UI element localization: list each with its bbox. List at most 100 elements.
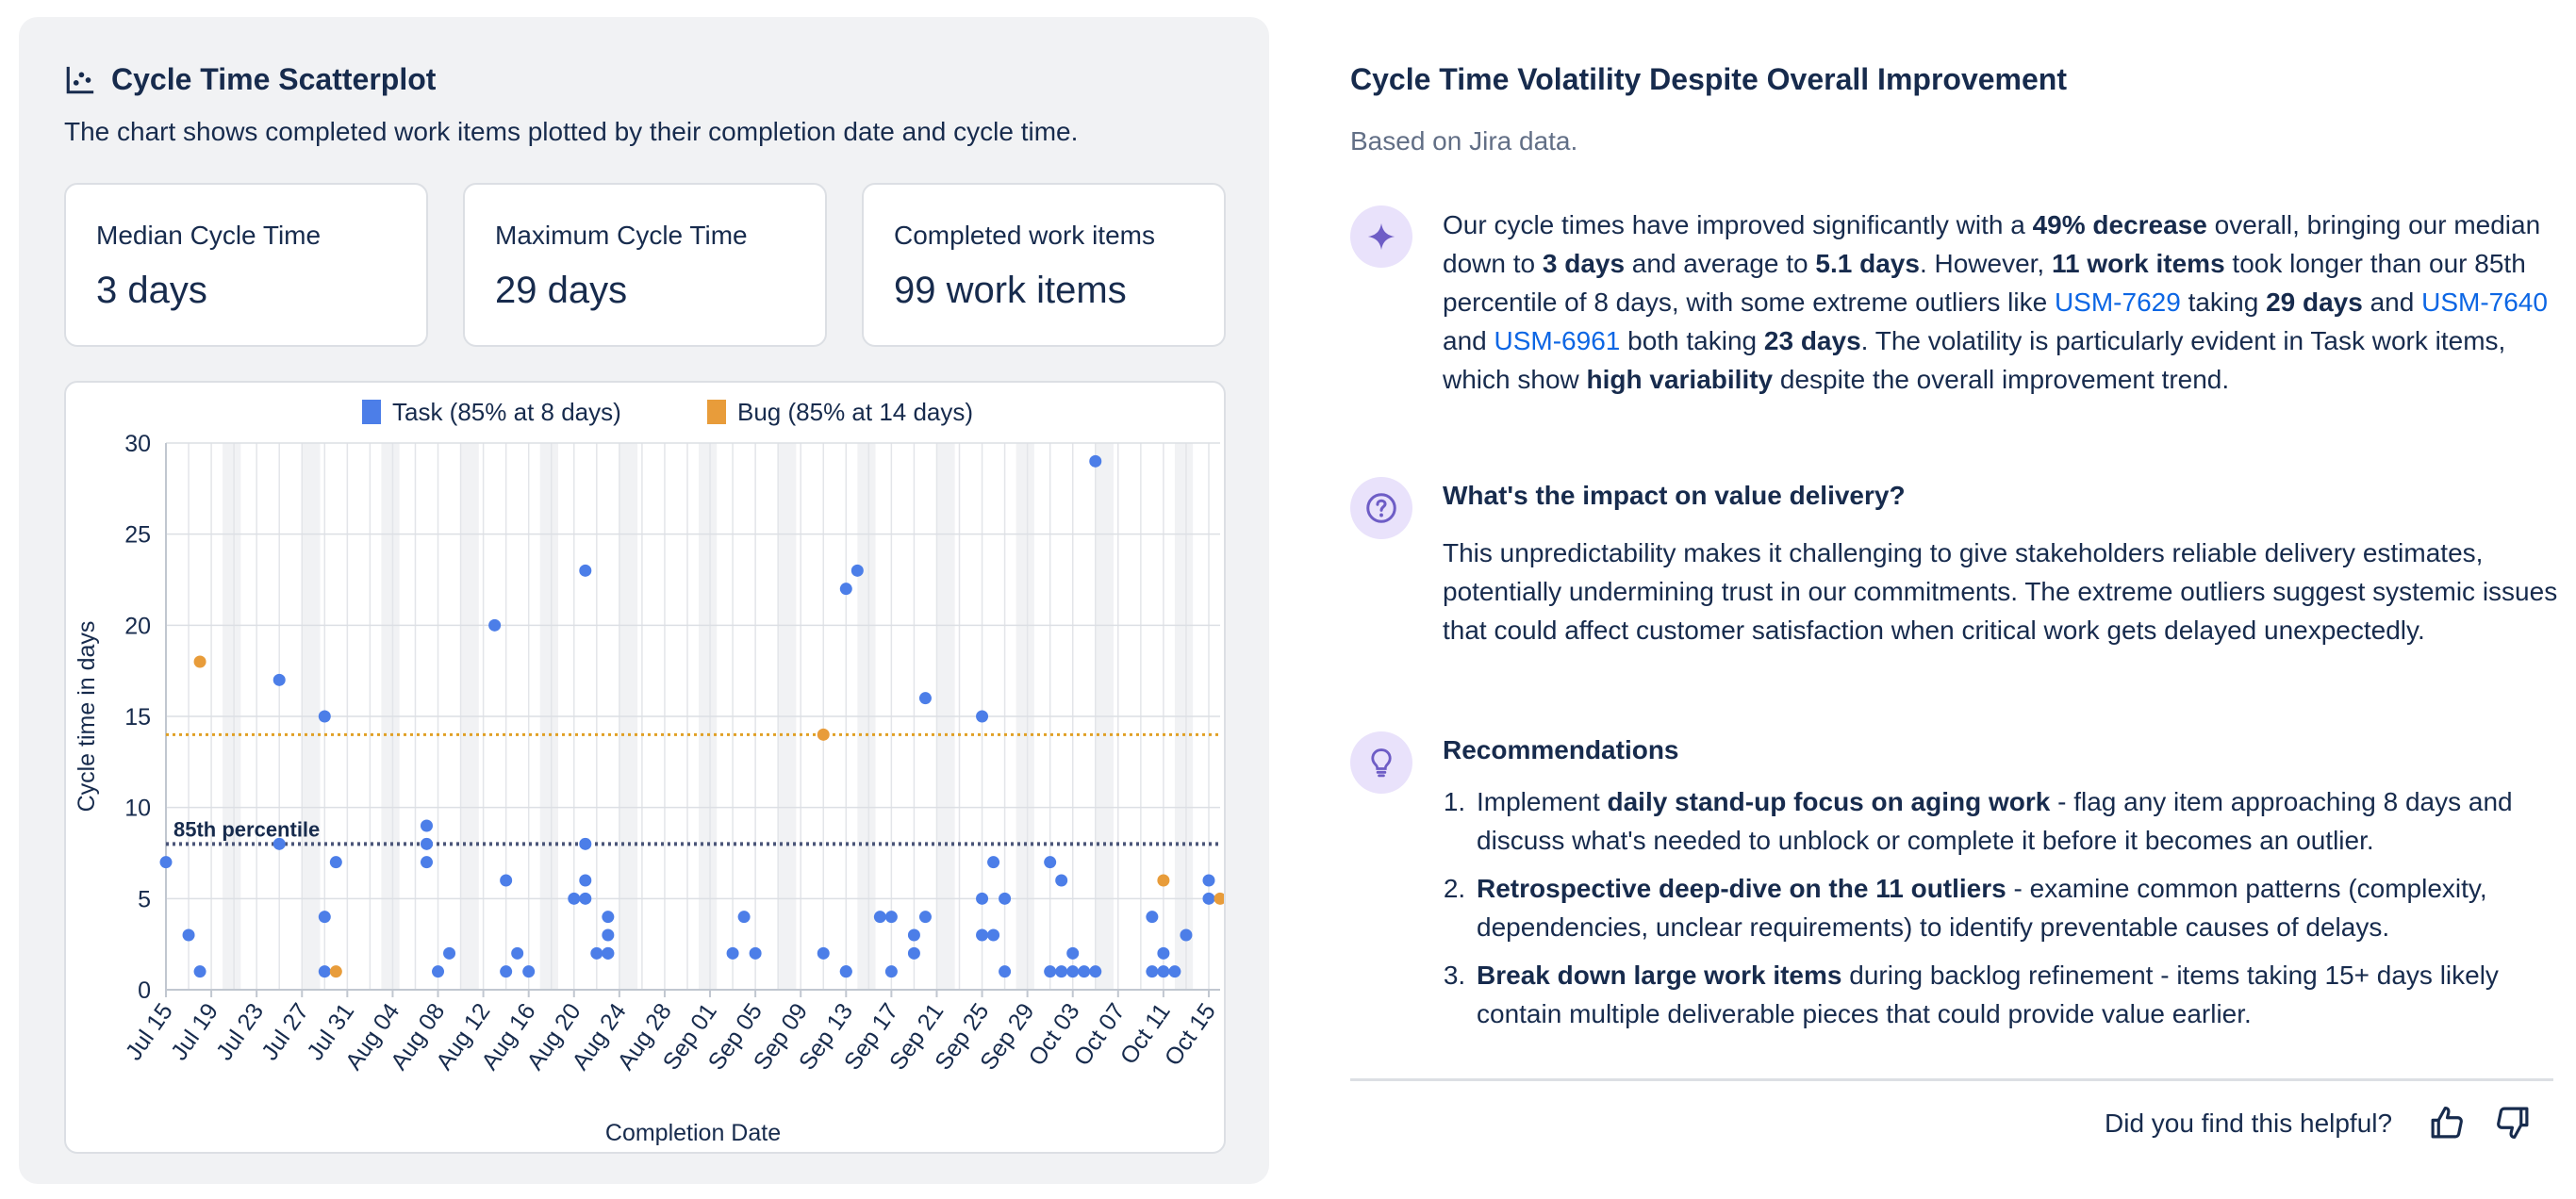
task-data-point xyxy=(749,946,762,960)
summary-text: . However, xyxy=(1919,249,2052,278)
task-data-point xyxy=(602,911,615,924)
completed-work-items-card: Completed work items 99 work items xyxy=(862,183,1226,347)
task-data-point xyxy=(432,965,445,978)
task-data-point xyxy=(488,618,502,632)
task-data-point xyxy=(884,965,898,978)
issue-link-usm-7629[interactable]: USM-7629 xyxy=(2054,287,2181,317)
y-tick-label: 15 xyxy=(124,704,151,731)
task-data-point xyxy=(1168,965,1181,978)
task-data-point xyxy=(999,965,1012,978)
rec-bold: daily stand-up focus on aging work xyxy=(1607,787,2051,816)
task-data-point xyxy=(1066,946,1080,960)
y-tick-label: 5 xyxy=(138,886,151,912)
legend-swatch xyxy=(707,400,726,424)
bug-data-point xyxy=(329,965,342,978)
task-data-point xyxy=(272,673,286,686)
task-data-point xyxy=(884,911,898,924)
task-data-point xyxy=(1146,911,1159,924)
card-value: 3 days xyxy=(96,270,207,311)
task-data-point xyxy=(1202,892,1215,905)
maximum-cycle-time-card: Maximum Cycle Time 29 days xyxy=(463,183,827,347)
task-data-point xyxy=(602,946,615,960)
summary-text: . The volatility is particularly evident… xyxy=(1443,326,2506,394)
task-data-point xyxy=(579,837,592,850)
panel-title-text: Cycle Time Scatterplot xyxy=(111,62,437,96)
task-data-point xyxy=(850,564,864,577)
y-axis-title: Cycle time in days xyxy=(74,621,100,813)
task-data-point xyxy=(726,946,739,960)
task-data-point xyxy=(1078,965,1091,978)
task-data-point xyxy=(500,965,513,978)
lightbulb-icon xyxy=(1350,731,1412,794)
recommendations-heading: Recommendations xyxy=(1443,735,1679,764)
x-tick-label: Jul 23 xyxy=(211,998,269,1065)
task-data-point xyxy=(1044,965,1057,978)
task-data-point xyxy=(907,946,920,960)
task-data-point xyxy=(522,965,536,978)
legend-swatch xyxy=(362,400,381,424)
task-data-point xyxy=(420,856,433,869)
x-tick-label: Jul 15 xyxy=(121,998,178,1065)
rec-bold: Retrospective deep-dive on the 11 outlie… xyxy=(1477,874,2006,903)
task-data-point xyxy=(839,583,852,596)
rec-text: - flag any item approaching 8 days and d… xyxy=(1477,787,2513,855)
summary-text: taking xyxy=(2180,287,2267,317)
rec-text: Implement xyxy=(1477,787,1608,816)
bug-data-point xyxy=(1214,892,1224,905)
issue-link-usm-7640[interactable]: USM-7640 xyxy=(2421,287,2548,317)
task-data-point xyxy=(1157,946,1170,960)
rec-text: during backlog refinement - items taking… xyxy=(1477,961,2499,1028)
task-data-point xyxy=(182,928,195,942)
task-data-point xyxy=(568,892,581,905)
scatter-chart-icon xyxy=(66,66,94,93)
task-data-point xyxy=(511,946,524,960)
task-data-point xyxy=(918,911,932,924)
thumbs-up-icon[interactable] xyxy=(2427,1103,2467,1142)
rec-text: - examine common patterns (complexity, d… xyxy=(1477,874,2487,942)
bug-data-point xyxy=(817,728,830,741)
recommendation-item: Implement daily stand-up focus on aging … xyxy=(1473,782,2565,860)
feedback-question: Did you find this helpful? xyxy=(2105,1109,2393,1138)
scatterplot-panel: Cycle Time Scatterplot The chart shows c… xyxy=(19,17,1269,1184)
panel-title: Cycle Time Scatterplot xyxy=(64,62,436,97)
summary-bold: 49% decrease xyxy=(2032,210,2207,239)
task-data-point xyxy=(329,856,342,869)
summary-text: overall, bringing our median down to xyxy=(1443,210,2541,278)
task-data-point xyxy=(318,965,331,978)
y-tick-label: 10 xyxy=(124,796,151,822)
bug-data-point xyxy=(1157,874,1170,887)
task-data-point xyxy=(318,710,331,723)
task-data-point xyxy=(159,856,173,869)
card-value: 99 work items xyxy=(894,270,1127,311)
task-data-point xyxy=(1089,965,1102,978)
insight-title: Cycle Time Volatility Despite Overall Im… xyxy=(1350,62,2067,96)
task-data-point xyxy=(420,819,433,832)
sparkle-icon xyxy=(1350,205,1412,268)
task-data-point xyxy=(976,892,989,905)
summary-bold: 11 work items xyxy=(2052,249,2225,278)
summary-text: took longer than our 85th percentile of … xyxy=(1443,249,2526,317)
recommendations-list-wrapper: Implement daily stand-up focus on aging … xyxy=(1443,782,2565,1043)
question-icon xyxy=(1350,477,1412,539)
bug-data-point xyxy=(193,655,206,668)
task-data-point xyxy=(987,928,1000,942)
task-data-point xyxy=(318,911,331,924)
panel-description: The chart shows completed work items plo… xyxy=(64,117,1079,146)
summary-bold: 3 days xyxy=(1542,249,1626,278)
x-tick-label: Jul 19 xyxy=(166,998,223,1065)
summary-text: and xyxy=(2362,287,2422,317)
task-data-point xyxy=(1066,965,1080,978)
card-label: Maximum Cycle Time xyxy=(495,221,748,250)
issue-link-usm-6961[interactable]: USM-6961 xyxy=(1494,326,1621,355)
y-tick-label: 25 xyxy=(124,522,151,549)
recommendation-item: Break down large work items during backl… xyxy=(1473,956,2565,1033)
summary-text: both taking xyxy=(1620,326,1764,355)
task-data-point xyxy=(1089,454,1102,468)
x-axis-title: Completion Date xyxy=(605,1120,781,1146)
divider xyxy=(1350,1078,2553,1081)
thumbs-down-icon[interactable] xyxy=(2493,1103,2533,1142)
y-tick-label: 30 xyxy=(124,431,151,457)
median-cycle-time-card: Median Cycle Time 3 days xyxy=(64,183,428,347)
task-data-point xyxy=(907,928,920,942)
summary-text: despite the overall improvement trend. xyxy=(1773,365,2230,394)
